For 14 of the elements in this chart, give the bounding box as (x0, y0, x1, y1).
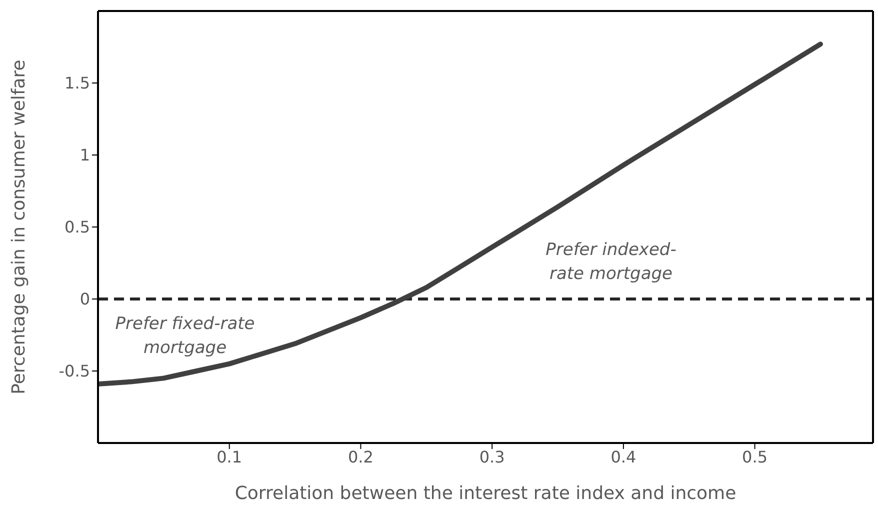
annotation: Prefer indexed-rate mortgage (544, 239, 678, 286)
x-axis-title: Correlation between the interest rate index and income (234, 483, 736, 504)
x-tick-label: 0.4 (610, 447, 636, 466)
y-tick-label: 1.5 (64, 74, 90, 93)
x-tick-label: 0.1 (216, 447, 242, 466)
x-tick-label: 0.5 (742, 447, 768, 466)
y-tick-label: 1 (80, 146, 90, 165)
y-tick-label: 0 (80, 290, 90, 309)
y-tick-label: -0.5 (58, 362, 90, 381)
y-axis-title: Percentage gain in consumer welfare (8, 60, 30, 394)
x-tick-label: 0.3 (479, 447, 505, 466)
y-tick-label: 0.5 (64, 218, 90, 237)
x-tick-label: 0.2 (348, 447, 374, 466)
annotation: Prefer fixed-rate mortgage (114, 313, 256, 360)
